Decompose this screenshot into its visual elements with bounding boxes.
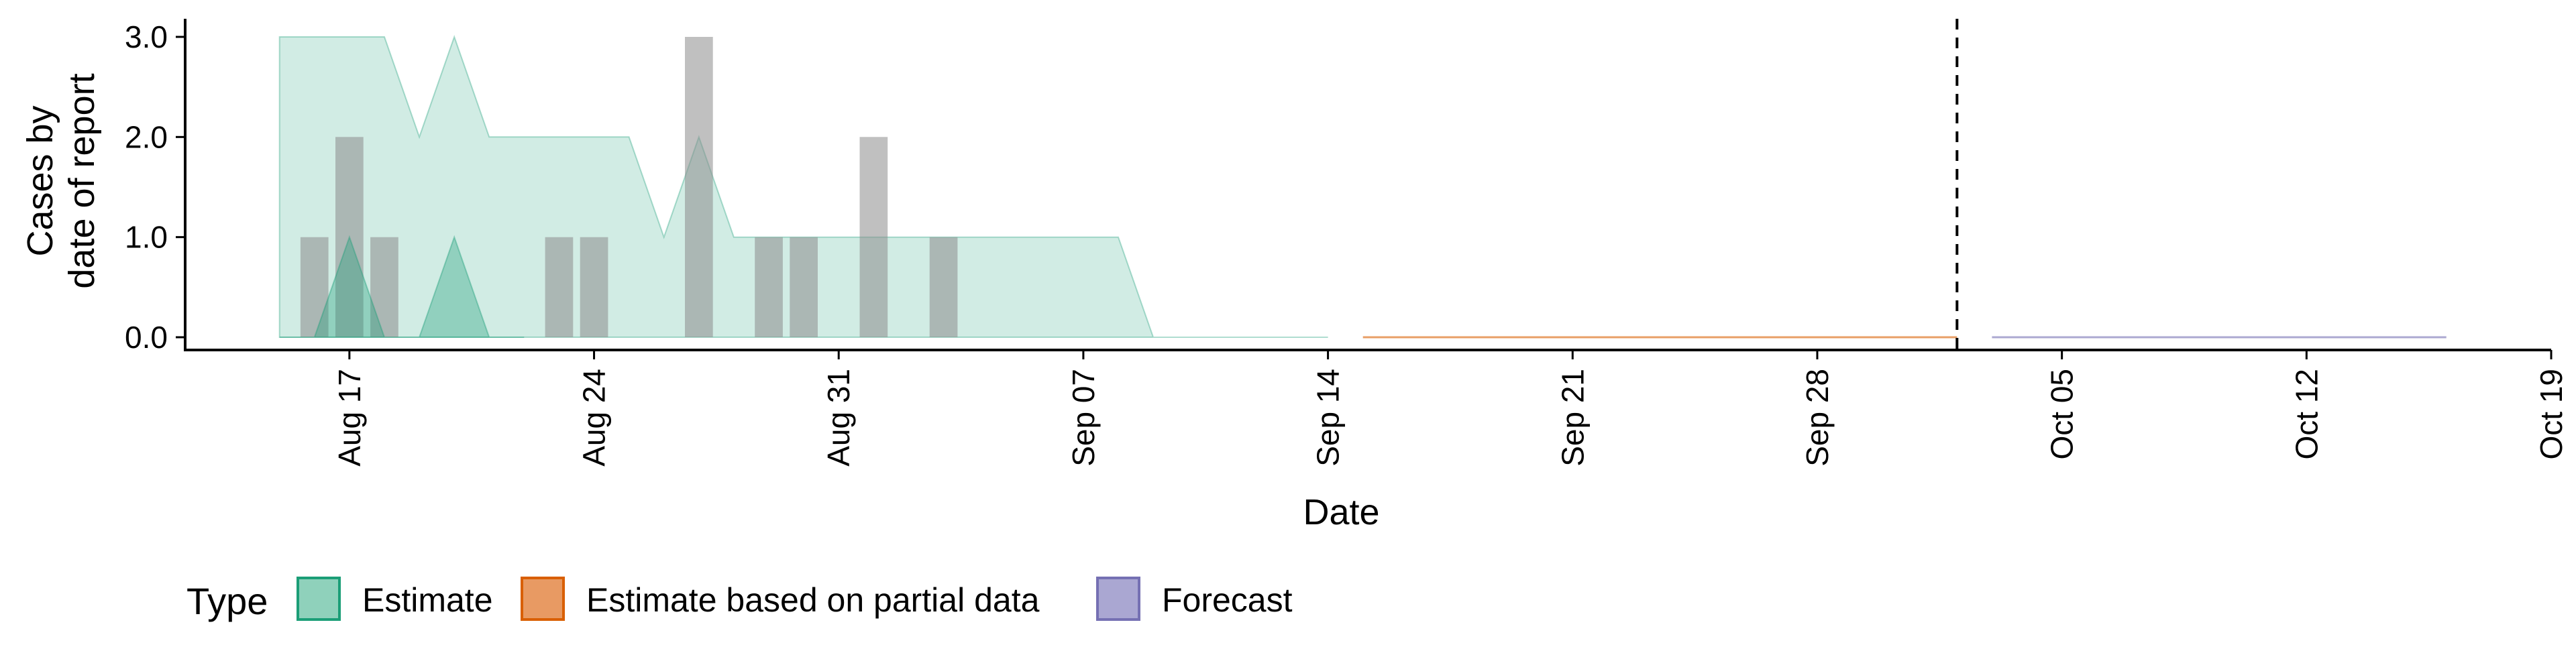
reported-case-bar: [790, 237, 818, 337]
reported-case-bar: [580, 237, 608, 337]
reported-case-bar: [755, 237, 783, 337]
x-tick-label: Aug 17: [332, 369, 367, 467]
reported-case-bar: [859, 137, 888, 338]
legend-label: Estimate based on partial data: [586, 581, 1040, 619]
legend-key: [1096, 577, 1140, 621]
y-tick-label: 3.0: [125, 19, 168, 54]
y-tick-label: 0.0: [125, 320, 168, 355]
axes: 0.0 1.0 2.0 3.0 Aug 17 Aug 24 Aug 31 Sep 07 Sep …: [20, 19, 2569, 532]
x-tick-label: Sep 28: [1800, 369, 1835, 467]
reported-case-bar: [335, 137, 364, 338]
legend-key: [521, 577, 565, 621]
y-axis-title-line: date of report: [62, 73, 102, 288]
legend-key: [297, 577, 341, 621]
x-tick-label: Aug 31: [821, 369, 856, 467]
x-tick-label: Oct 19: [2534, 369, 2569, 460]
legend-label: Forecast: [1162, 581, 1293, 619]
x-tick-label: Sep 07: [1066, 369, 1101, 467]
legend: Type Estimate Estimate based on partial da…: [186, 577, 1293, 622]
x-tick-label: Aug 24: [577, 369, 612, 467]
x-tick-label: Sep 14: [1311, 369, 1346, 467]
y-tick-label: 2.0: [125, 119, 168, 154]
x-axis-title: Date: [1303, 492, 1379, 532]
reported-case-bar: [370, 237, 398, 337]
legend-title: Type: [186, 580, 268, 622]
y-tick-label: 1.0: [125, 220, 168, 255]
reported-case-bar: [685, 37, 713, 337]
x-tick-label: Sep 21: [1555, 369, 1590, 467]
plot-area: [278, 19, 2447, 350]
y-axis-title: Cases bydate of report: [20, 73, 102, 288]
reported-case-bar: [300, 237, 329, 337]
x-tick-label: Oct 05: [2045, 369, 2080, 460]
estimate-inner-band: [279, 235, 525, 338]
reported-case-bar: [929, 237, 958, 337]
y-axis-title-line: Cases by: [20, 105, 60, 256]
reported-case-bar: [545, 237, 574, 337]
legend-label: Estimate: [362, 581, 493, 619]
x-tick-label: Oct 12: [2289, 369, 2324, 460]
